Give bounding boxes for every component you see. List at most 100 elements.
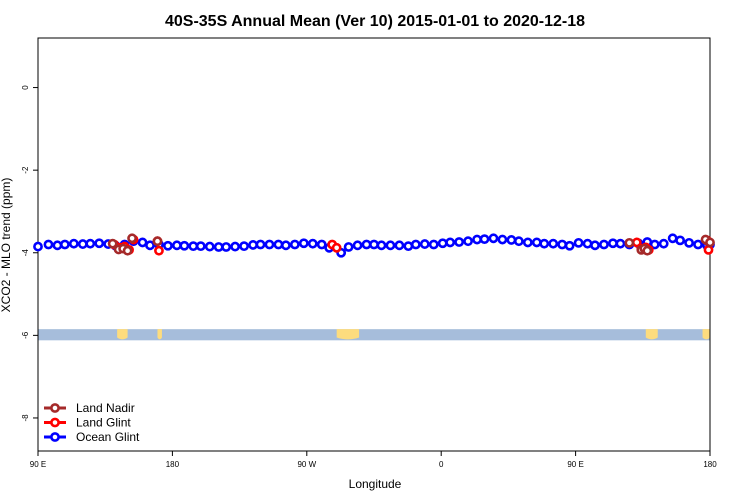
- data-point: [107, 238, 118, 249]
- data-point: [675, 235, 686, 246]
- data-point: [410, 239, 421, 250]
- map-land-2: [336, 329, 360, 340]
- series-layer: [33, 233, 715, 258]
- data-point: [33, 241, 43, 252]
- x-tick-label: 180: [166, 460, 180, 469]
- data-point: [522, 237, 533, 248]
- legend-label: Land Glint: [76, 416, 131, 430]
- data-point: [188, 241, 199, 252]
- map-land-0: [117, 329, 128, 340]
- map-ocean: [38, 329, 710, 341]
- data-point: [684, 237, 694, 248]
- x-axis-label: Longitude: [349, 477, 402, 491]
- data-point: [369, 239, 379, 250]
- y-axis-label: XCO2 - MLO trend (ppm): [0, 178, 13, 313]
- data-point: [506, 235, 517, 245]
- data-point: [213, 242, 224, 252]
- data-point: [403, 241, 414, 252]
- y-tick-label: -4: [21, 249, 30, 257]
- data-point: [582, 238, 593, 249]
- map-land-1: [157, 329, 162, 340]
- x-tick-label: 90 E: [567, 460, 583, 469]
- data-point: [239, 241, 249, 252]
- legend-marker: [50, 432, 60, 442]
- x-axis: 90 E 180 90 W 0 90 E 180: [30, 451, 717, 469]
- data-point: [479, 234, 490, 245]
- data-point: [472, 234, 482, 245]
- data-point: [273, 239, 284, 250]
- y-tick-label: -8: [21, 414, 30, 422]
- data-point: [615, 238, 626, 249]
- data-point: [179, 240, 190, 251]
- y-axis: 0 -2 -4 -6 -8: [21, 85, 38, 422]
- data-point: [352, 240, 363, 251]
- data-point: [419, 239, 430, 249]
- y-tick-label: 0: [21, 85, 30, 90]
- data-point: [59, 239, 70, 250]
- data-point: [204, 241, 215, 252]
- data-point: [497, 234, 508, 245]
- data-point: [693, 239, 703, 250]
- x-tick-label: 90 E: [30, 460, 46, 469]
- data-point: [145, 240, 155, 251]
- data-point: [248, 240, 258, 250]
- map-land-3: [645, 329, 658, 340]
- data-point: [264, 239, 275, 250]
- data-point: [316, 239, 327, 250]
- data-point: [171, 240, 182, 251]
- data-point: [488, 233, 499, 244]
- data-point: [590, 240, 600, 251]
- data-point: [307, 238, 318, 249]
- data-point: [122, 245, 133, 256]
- data-point: [221, 242, 232, 252]
- data-point: [599, 239, 609, 250]
- x-tick-label: 90 W: [297, 460, 316, 469]
- data-point: [557, 239, 568, 250]
- map-strip: [38, 329, 710, 341]
- data-point: [564, 240, 575, 251]
- data-point: [705, 237, 715, 248]
- data-point: [43, 239, 54, 250]
- data-point: [343, 242, 354, 252]
- legend-marker: [50, 417, 60, 428]
- data-point: [385, 240, 396, 251]
- series-land-nadir: [107, 233, 715, 256]
- data-point: [52, 240, 63, 251]
- data-point: [154, 245, 164, 256]
- data-point: [127, 233, 137, 244]
- data-point: [454, 237, 465, 247]
- data-point: [667, 233, 678, 244]
- data-point: [703, 244, 714, 255]
- data-point: [230, 241, 241, 252]
- data-point: [85, 238, 96, 249]
- data-point: [463, 236, 473, 247]
- data-point: [548, 238, 559, 249]
- data-point: [649, 239, 660, 250]
- data-point: [289, 239, 300, 250]
- x-tick-label: 0: [439, 460, 444, 469]
- data-point: [376, 240, 387, 251]
- data-point: [394, 240, 405, 251]
- y-tick-label: -6: [21, 331, 30, 339]
- chart-title: 40S-35S Annual Mean (Ver 10) 2015-01-01 …: [165, 13, 585, 30]
- data-point: [152, 236, 163, 247]
- data-point: [531, 237, 542, 248]
- legend-label: Land Nadir: [76, 401, 135, 415]
- data-point: [513, 236, 524, 247]
- series-ocean-glint: [33, 233, 715, 258]
- data-point: [255, 239, 266, 250]
- data-point: [539, 238, 550, 249]
- data-point: [77, 239, 88, 249]
- data-point: [163, 240, 173, 251]
- legend-marker: [50, 403, 60, 413]
- data-point: [624, 237, 635, 248]
- y-tick-label: -2: [21, 166, 30, 174]
- data-point: [68, 238, 79, 249]
- data-point: [608, 238, 618, 249]
- x-tick-label: 180: [703, 460, 717, 469]
- data-point: [94, 238, 105, 249]
- data-point: [298, 238, 309, 249]
- legend-label: Ocean Glint: [76, 430, 140, 444]
